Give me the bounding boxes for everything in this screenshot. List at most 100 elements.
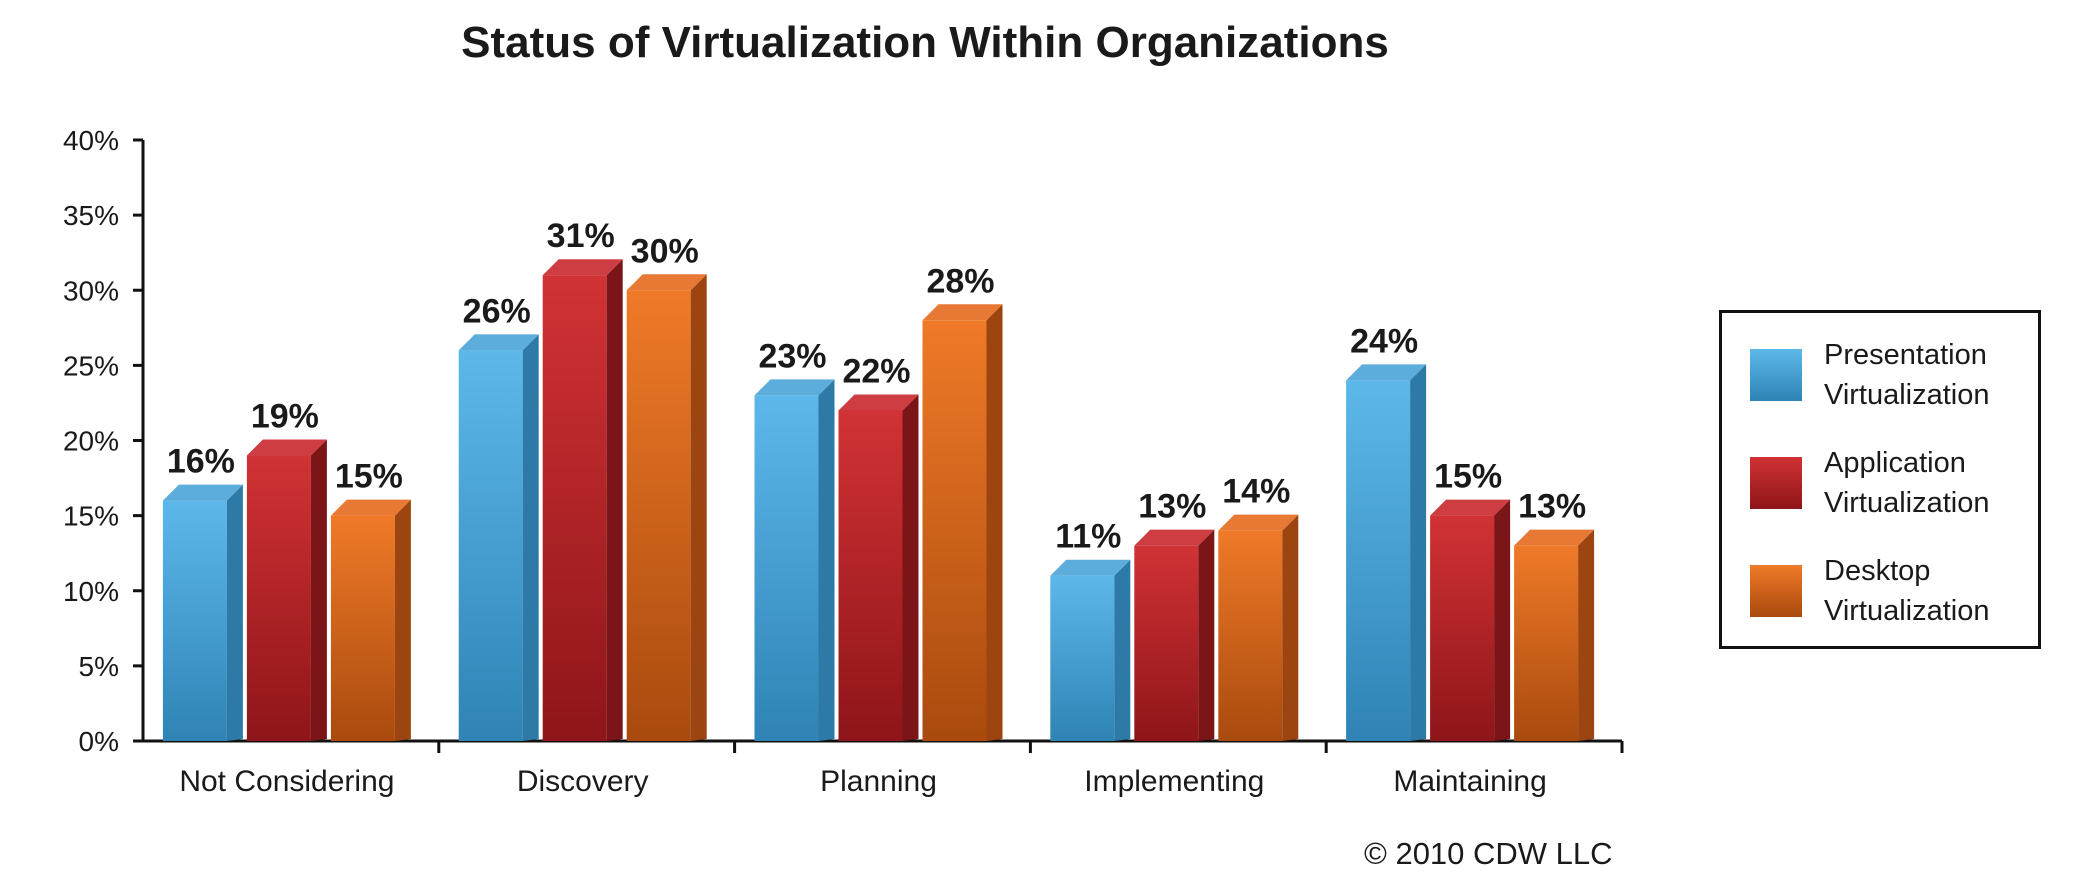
x-tick-label: Discovery (517, 765, 649, 798)
data-label: 13% (1518, 488, 1586, 526)
bar-top (754, 379, 835, 396)
bar (1514, 529, 1595, 741)
bar (838, 394, 919, 741)
bar (246, 439, 327, 741)
bar (330, 499, 411, 741)
bar-top (1430, 499, 1511, 516)
bar (1430, 499, 1511, 741)
bar-front (1134, 545, 1199, 741)
bar (1218, 514, 1299, 741)
bar-side (1282, 514, 1299, 741)
bar (1134, 529, 1215, 741)
bar-front (1514, 545, 1579, 741)
bar-front (1050, 575, 1115, 741)
bar (1346, 364, 1427, 741)
legend-label-desktop: Desktop Virtualization (1824, 555, 1990, 627)
legend-item-presentation: Presentation Virtualization (1750, 335, 2014, 415)
legend-item-desktop: Desktop Virtualization (1750, 551, 2014, 631)
x-tick-label: Maintaining (1393, 765, 1546, 798)
bar (626, 274, 707, 741)
bar-front (838, 410, 903, 741)
data-label: 19% (251, 398, 319, 436)
bar (162, 484, 243, 741)
data-label: 15% (335, 458, 403, 496)
x-tick-label: Planning (820, 765, 937, 798)
legend: Presentation Virtualization Application Vi… (1719, 310, 2041, 649)
x-axis: Not Considering Discovery Planning Implemen… (143, 739, 1624, 798)
bar-front (542, 275, 607, 741)
data-label: 16% (167, 443, 235, 481)
data-label: 31% (547, 217, 615, 255)
bar-side (1198, 529, 1215, 741)
legend-swatch-application (1750, 457, 1802, 509)
bar-top (330, 499, 411, 516)
legend-swatch-desktop (1750, 565, 1802, 617)
copyright-text: © 2010 CDW LLC (1364, 836, 1613, 871)
bar-top (1134, 529, 1215, 546)
bar-side (690, 274, 707, 741)
bar-top (922, 304, 1003, 321)
bar (458, 334, 539, 741)
bar (1050, 559, 1131, 741)
bar (754, 379, 835, 741)
data-label: 30% (631, 232, 699, 270)
x-tick-label: Implementing (1084, 765, 1264, 798)
y-tick-label: 15% (63, 501, 119, 532)
bar-front (1346, 380, 1411, 741)
y-tick-label: 0% (79, 726, 119, 757)
y-tick-label: 30% (63, 275, 119, 306)
y-tick-label: 40% (63, 125, 119, 156)
bar-side (606, 259, 623, 741)
bar-top (246, 439, 327, 456)
bar-top (1050, 559, 1131, 576)
legend-item-application: Application Virtualization (1750, 443, 2014, 523)
bar-top (1346, 364, 1427, 381)
y-tick-label: 10% (63, 576, 119, 607)
bar-front (1218, 530, 1283, 741)
y-tick-label: 25% (63, 350, 119, 381)
data-labels: 16% 19% 15% 26% 31% 30% 23% 22% 28% 11% 13% 14% 24% 1… (167, 217, 1586, 555)
bars (162, 259, 1595, 741)
legend-swatch-presentation (1750, 349, 1802, 401)
data-label: 13% (1138, 488, 1206, 526)
bar-top (838, 394, 919, 411)
bar-front (246, 455, 311, 741)
bar-side (522, 334, 539, 741)
bar-side (1410, 364, 1427, 741)
bar (542, 259, 623, 741)
bar-side (1578, 529, 1595, 741)
y-tick-label: 35% (63, 200, 119, 231)
y-axis: 0% 5% 10% 15% 20% 25% 30% 35% 40% (63, 125, 145, 757)
bar-front (1430, 515, 1495, 741)
bar (922, 304, 1003, 741)
data-label: 23% (758, 337, 826, 375)
data-label: 26% (463, 292, 531, 330)
data-label: 28% (926, 262, 994, 300)
bar-side (394, 499, 411, 741)
bar-side (226, 484, 243, 741)
bar-top (458, 334, 539, 351)
y-tick-label: 20% (63, 426, 119, 457)
bar-side (818, 379, 835, 741)
x-tick-label: Not Considering (179, 765, 394, 798)
bar-side (1494, 499, 1511, 741)
bar-front (754, 395, 819, 741)
legend-label-application: Application Virtualization (1824, 447, 1990, 519)
bar-side (1114, 559, 1131, 741)
bar-side (902, 394, 919, 741)
bar-top (542, 259, 623, 276)
bar-side (986, 304, 1003, 741)
bar-front (162, 500, 227, 741)
chart-title: Status of Virtualization Within Organiza… (461, 18, 1389, 67)
y-tick-label: 5% (79, 651, 119, 682)
data-label: 24% (1350, 322, 1418, 360)
data-label: 22% (842, 352, 910, 390)
bar-top (1218, 514, 1299, 531)
bar-front (626, 290, 691, 741)
bar-front (458, 350, 523, 741)
bar-top (1514, 529, 1595, 546)
legend-label-presentation: Presentation Virtualization (1824, 339, 1990, 411)
bar-front (922, 320, 987, 741)
bar-top (626, 274, 707, 291)
